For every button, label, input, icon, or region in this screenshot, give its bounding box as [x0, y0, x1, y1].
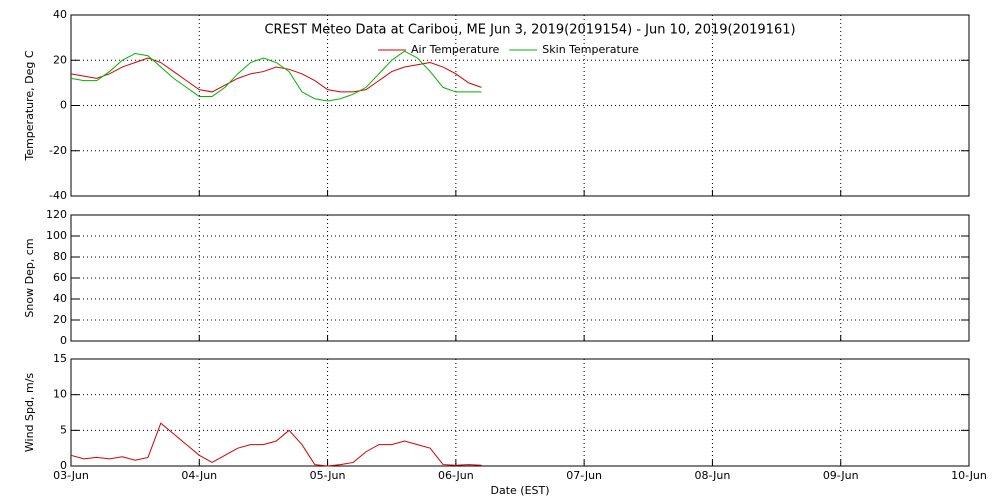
x-tick-label: 05-Jun	[310, 469, 346, 482]
y-tick-label: 100	[46, 229, 67, 242]
x-tick-label: 08-Jun	[695, 469, 731, 482]
legend-label: Air Temperature	[411, 43, 500, 56]
series-line	[70, 422, 482, 467]
y-tick-label: 0	[60, 459, 67, 472]
y-tick-label: 80	[53, 250, 67, 263]
y-tick-label: 20	[53, 53, 67, 66]
y-tick-label: 120	[46, 208, 67, 221]
x-axis-label: Date (EST)	[490, 484, 549, 497]
y-axis-label: Wind Spd, m/s	[23, 373, 36, 453]
series-line	[70, 57, 482, 93]
y-tick-label: 0	[60, 99, 67, 112]
x-tick-label: 07-Jun	[566, 469, 602, 482]
x-tick-label: 04-Jun	[181, 469, 217, 482]
y-tick-label: -20	[49, 144, 67, 157]
series-line	[70, 50, 482, 102]
y-tick-label: 10	[53, 388, 67, 401]
y-axis-label: Temperature, Deg C	[23, 50, 36, 161]
x-tick-label: 10-Jun	[951, 469, 987, 482]
chart-title: CREST Meteo Data at Caribou, ME Jun 3, 2…	[264, 23, 795, 38]
y-tick-label: 20	[53, 313, 67, 326]
x-tick-label: 06-Jun	[438, 469, 474, 482]
y-tick-label: -40	[49, 189, 67, 202]
plot-frame	[70, 358, 970, 467]
y-tick-label: 60	[53, 271, 67, 284]
y-tick-label: 40	[53, 292, 67, 305]
legend-label: Skin Temperature	[542, 43, 639, 56]
x-tick-label: 09-Jun	[823, 469, 859, 482]
y-tick-label: 40	[53, 8, 67, 21]
y-tick-label: 5	[60, 423, 67, 436]
y-tick-label: 15	[53, 352, 67, 365]
x-tick-label: 03-Jun	[53, 469, 89, 482]
y-axis-label: Snow Dep, cm	[23, 238, 36, 317]
y-tick-label: 0	[60, 334, 67, 347]
